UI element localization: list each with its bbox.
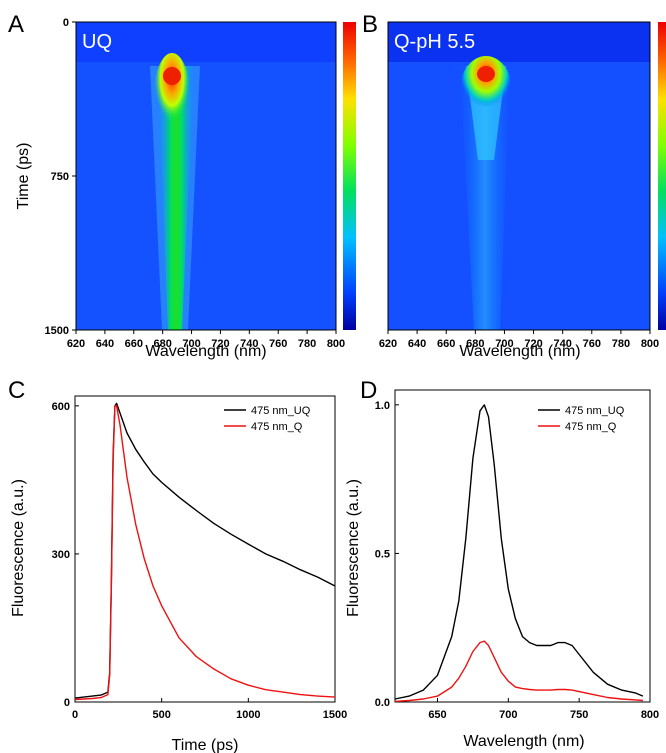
- x-tick-label: 760: [583, 338, 601, 350]
- x-tick-label: 700: [182, 338, 200, 350]
- x-tick-label: 500: [152, 709, 170, 721]
- plot-frame: [394, 389, 651, 703]
- x-tick-label: 720: [211, 338, 229, 350]
- y-tick-label: 0.5: [375, 548, 390, 560]
- x-tick-label: 640: [96, 338, 114, 350]
- panel-letter-c: C: [8, 377, 25, 404]
- y-tick-label: 750: [51, 171, 69, 183]
- x-tick-label: 680: [153, 338, 171, 350]
- ylabel-c: Fluorescence (a.u.): [10, 479, 27, 617]
- panel-letter-d: D: [360, 377, 377, 404]
- x-tick-label: 620: [379, 338, 397, 350]
- legend-label: 475 nm_UQ: [565, 405, 625, 417]
- plot-d: 650 700 750 800 0.0 0.5 1.0 475 nm_UQ 475 nm_Q: [375, 389, 659, 721]
- legend-label: 475 nm_Q: [565, 421, 617, 433]
- x-tick-label: 700: [495, 338, 513, 350]
- y-tick-label: 600: [52, 401, 70, 413]
- colorbar-a: [343, 22, 356, 330]
- x-tick-label: 620: [67, 338, 85, 350]
- x-tick-label: 700: [499, 709, 517, 721]
- series-line-2: [394, 640, 643, 703]
- heatmap-b-label: Q-pH 5.5: [394, 31, 475, 53]
- x-tick-label: 740: [240, 338, 258, 350]
- x-tick-label: 680: [466, 338, 484, 350]
- ylabel-a: Time (ps): [15, 143, 32, 210]
- ylabel-d: Fluorescence (a.u.): [345, 479, 362, 617]
- y-tick-label: 0: [63, 17, 69, 29]
- y-tick-label: 0.0: [375, 697, 390, 709]
- x-tick-label: 1000: [236, 709, 260, 721]
- y-tick-label: 1500: [45, 325, 69, 337]
- plot-c: 0 500 1000 1500 0 300 600 475 nm_UQ 475 nm_Q: [52, 395, 347, 721]
- heatmap-b: [388, 22, 650, 330]
- x-tick-label: 800: [641, 709, 659, 721]
- y-tick-label: 300: [52, 549, 70, 561]
- x-tick-label: 760: [269, 338, 287, 350]
- heatmap-frame: [387, 21, 651, 331]
- panel-letter-b: B: [362, 11, 378, 38]
- legend-label: 475 nm_Q: [251, 421, 303, 433]
- series-line-2: [74, 405, 336, 701]
- xlabel-b: Wavelength (nm): [459, 343, 580, 360]
- xlabel-c: Time (ps): [172, 737, 239, 753]
- x-tick-label: 660: [437, 338, 455, 350]
- x-tick-label: 720: [524, 338, 542, 350]
- x-tick-label: 780: [298, 338, 316, 350]
- x-tick-label: 800: [327, 338, 345, 350]
- x-tick-label: 800: [641, 338, 659, 350]
- xlabel-d: Wavelength (nm): [463, 733, 584, 750]
- x-tick-label: 0: [72, 709, 78, 721]
- heatmap-a: [76, 22, 336, 330]
- x-tick-label: 780: [612, 338, 630, 350]
- xlabel-a: Wavelength (nm): [145, 343, 266, 360]
- x-tick-label: 640: [408, 338, 426, 350]
- x-tick-label: 660: [125, 338, 143, 350]
- colorbar-b: [658, 22, 666, 330]
- x-tick-label: 750: [570, 709, 588, 721]
- plot-frame: [74, 395, 336, 703]
- panel-letter-a: A: [8, 11, 24, 38]
- series-line-1: [394, 404, 644, 700]
- x-tick-label: 1500: [323, 709, 347, 721]
- x-tick-label: 650: [428, 709, 446, 721]
- axes-a: 620 640 660 680 700 720 740 760 780 800 0 750 1500: [45, 17, 346, 350]
- y-tick-label: 0: [64, 697, 70, 709]
- y-tick-label: 1.0: [375, 400, 390, 412]
- heatmap-a-label: UQ: [82, 31, 112, 53]
- legend-label: 475 nm_UQ: [251, 405, 311, 417]
- x-tick-label: 740: [553, 338, 571, 350]
- axes-b: 620 640 660 680 700 720 740 760 780 800: [379, 21, 659, 350]
